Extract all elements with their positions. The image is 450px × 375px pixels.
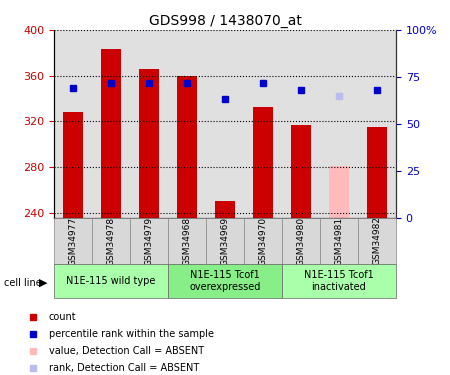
Bar — [100, 50, 122, 217]
Text: GSM34978: GSM34978 — [107, 216, 116, 266]
Bar — [54, 30, 92, 217]
Text: GSM34977: GSM34977 — [68, 216, 77, 266]
Bar — [282, 217, 320, 264]
Bar — [291, 125, 311, 217]
Bar — [367, 127, 387, 218]
Bar — [168, 30, 206, 217]
Text: GSM34982: GSM34982 — [373, 216, 382, 266]
Text: N1E-115 wild type: N1E-115 wild type — [66, 276, 156, 286]
Text: count: count — [49, 312, 76, 322]
Bar — [320, 30, 358, 217]
Bar — [328, 166, 350, 218]
Bar — [215, 201, 235, 217]
Text: GSM34968: GSM34968 — [183, 216, 192, 266]
Bar — [130, 30, 168, 217]
Bar — [168, 264, 282, 298]
Bar — [282, 264, 396, 298]
Bar — [206, 217, 244, 264]
Bar — [358, 217, 396, 264]
Bar — [252, 106, 274, 218]
Text: N1E-115 Tcof1
overexpressed: N1E-115 Tcof1 overexpressed — [189, 270, 261, 292]
Bar — [168, 217, 206, 264]
Bar — [54, 217, 92, 264]
Bar — [358, 30, 396, 217]
Text: GSM34981: GSM34981 — [334, 216, 343, 266]
Bar — [54, 264, 168, 298]
Title: GDS998 / 1438070_at: GDS998 / 1438070_at — [148, 13, 302, 28]
Text: GSM34969: GSM34969 — [220, 216, 230, 266]
Text: N1E-115 Tcof1
inactivated: N1E-115 Tcof1 inactivated — [304, 270, 374, 292]
Bar — [139, 69, 159, 218]
Bar — [176, 76, 198, 217]
Text: value, Detection Call = ABSENT: value, Detection Call = ABSENT — [49, 346, 204, 356]
Text: GSM34970: GSM34970 — [258, 216, 267, 266]
Bar — [92, 30, 130, 217]
Bar — [63, 112, 83, 218]
Bar — [206, 30, 244, 217]
Bar — [130, 217, 168, 264]
Text: rank, Detection Call = ABSENT: rank, Detection Call = ABSENT — [49, 363, 199, 373]
Text: cell line: cell line — [4, 278, 42, 288]
Text: GSM34980: GSM34980 — [297, 216, 306, 266]
Bar — [244, 217, 282, 264]
Bar — [320, 217, 358, 264]
Bar — [244, 30, 282, 217]
Text: ▶: ▶ — [39, 278, 47, 288]
Text: percentile rank within the sample: percentile rank within the sample — [49, 328, 214, 339]
Bar — [92, 217, 130, 264]
Bar — [282, 30, 320, 217]
Text: GSM34979: GSM34979 — [144, 216, 153, 266]
